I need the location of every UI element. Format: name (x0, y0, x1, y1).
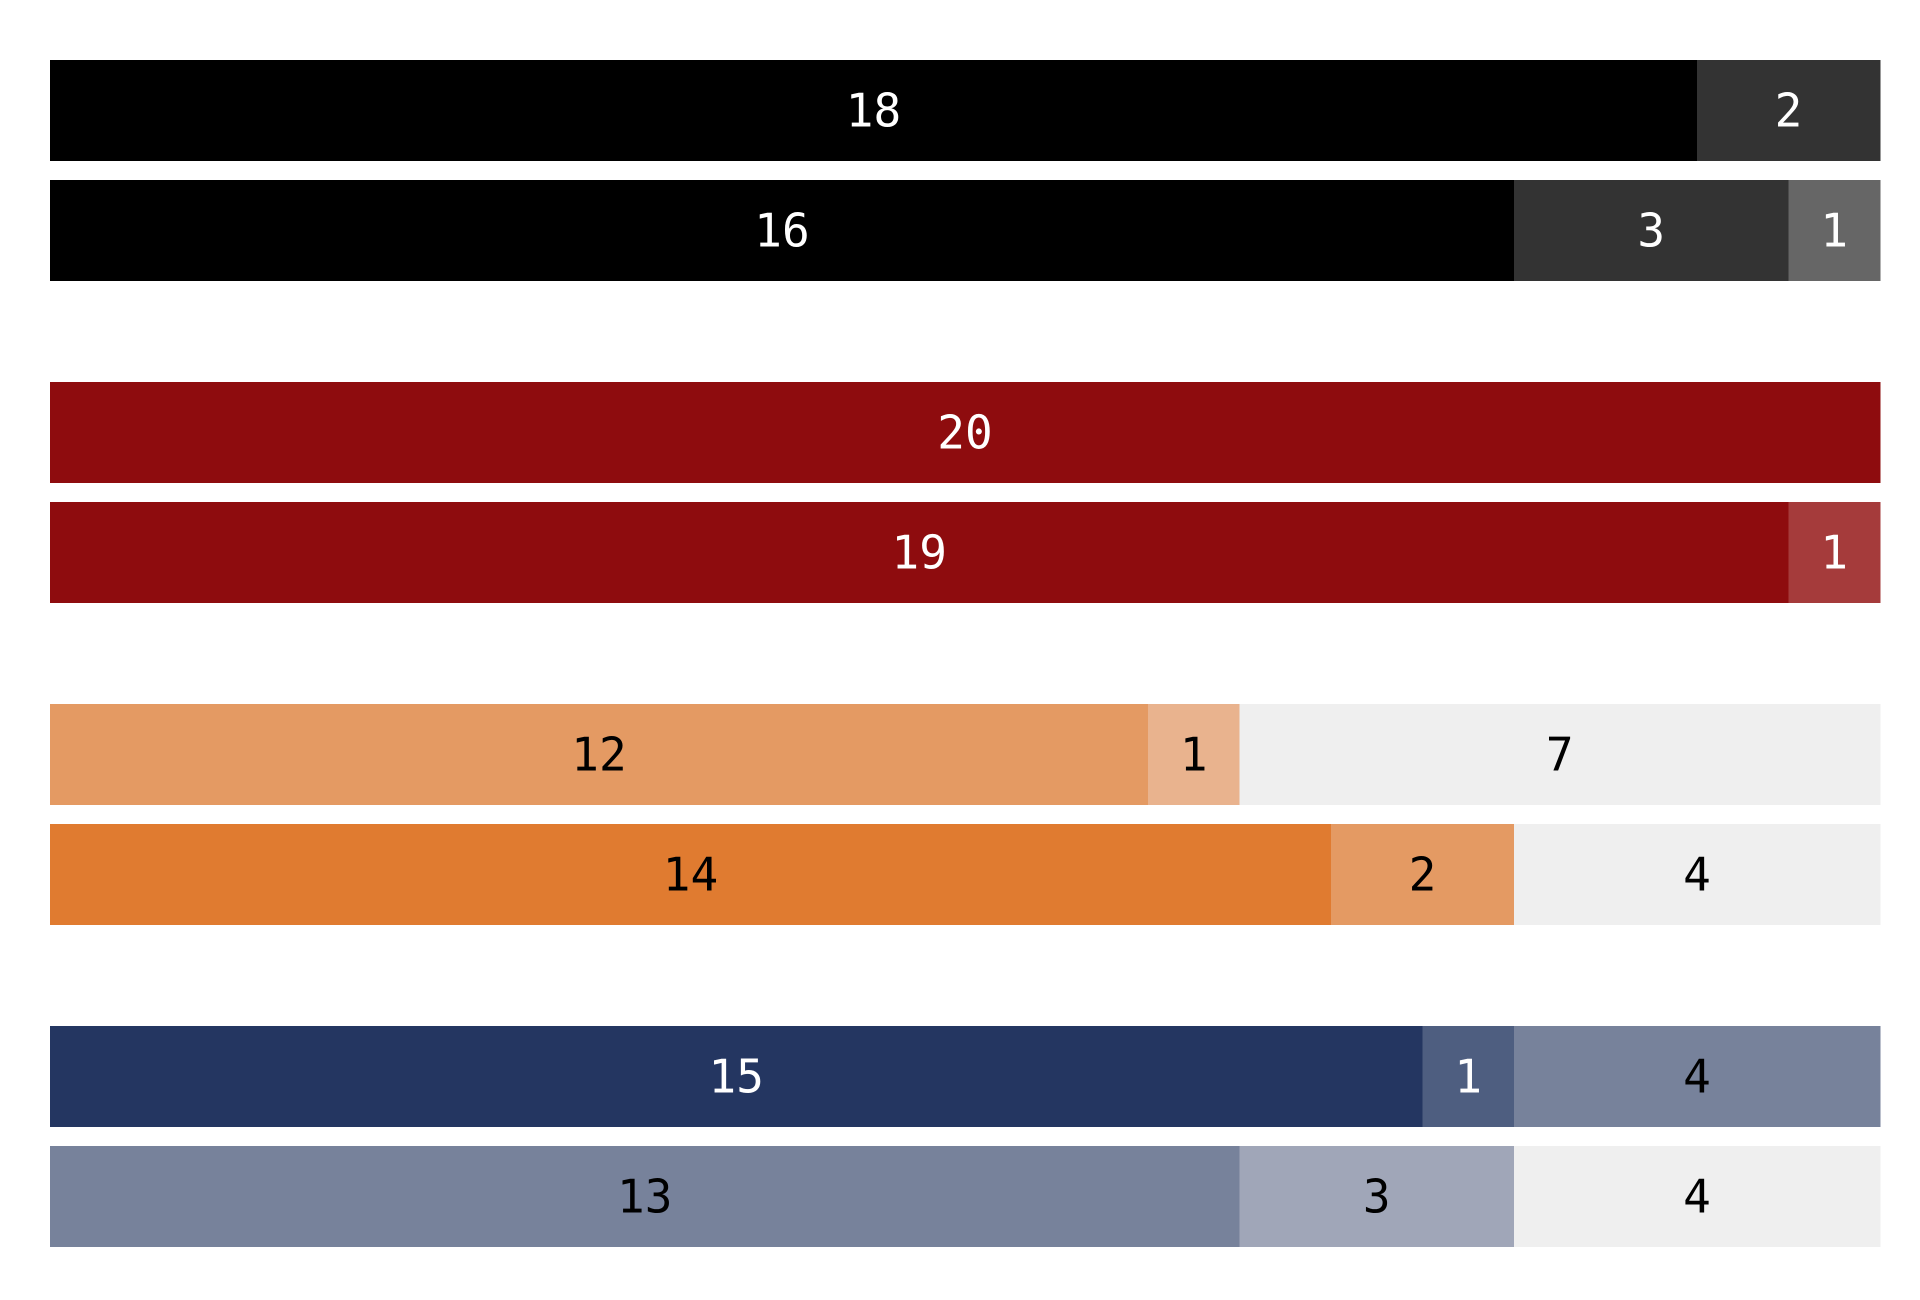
bar-segment-g1-r2-s1 (50, 180, 1515, 281)
bar-segment-g1-r1-s2 (1697, 60, 1881, 161)
bar-segment-g4-r2-s1 (50, 1146, 1240, 1247)
bar-segment-g2-r2-s1 (50, 502, 1789, 603)
bar-value-label-g3-r2-s1: 14 (663, 848, 718, 902)
bar-value-label-g3-r1-s1: 12 (571, 728, 626, 782)
bar-value-label-g2-r2-s2: 1 (1820, 526, 1848, 580)
bars-layer (50, 60, 1881, 1247)
bar-segment-g1-r2-s2 (1514, 180, 1789, 281)
bar-value-label-g1-r2-s3: 1 (1820, 204, 1848, 258)
bar-value-label-g4-r2-s2: 3 (1363, 1170, 1391, 1224)
bar-segment-g1-r1-s1 (50, 60, 1698, 161)
bar-segment-g4-r1-s3 (1514, 1026, 1881, 1127)
bar-segment-g3-r2-s1 (50, 824, 1332, 925)
bar-value-label-g1-r2-s1: 16 (754, 204, 809, 258)
bar-segment-g3-r1-s2 (1148, 704, 1240, 805)
bar-value-label-g2-r2-s1: 19 (892, 526, 947, 580)
bar-value-label-g4-r2-s1: 13 (617, 1170, 672, 1224)
bar-segment-g1-r2-s3 (1788, 180, 1881, 281)
bar-segment-g3-r1-s1 (50, 704, 1149, 805)
bar-value-label-g1-r1-s1: 18 (846, 84, 901, 138)
bar-value-label-g3-r2-s3: 4 (1683, 848, 1711, 902)
bar-value-label-g1-r1-s2: 2 (1775, 84, 1803, 138)
bar-segment-g4-r1-s1 (50, 1026, 1423, 1127)
bar-segment-g3-r1-s3 (1239, 704, 1881, 805)
bar-segment-g4-r2-s2 (1239, 1146, 1515, 1247)
bar-value-label-g2-r1-s1: 20 (937, 406, 992, 460)
bar-value-label-g4-r1-s1: 15 (709, 1050, 764, 1104)
bar-value-label-g3-r2-s2: 2 (1409, 848, 1437, 902)
bar-value-label-g4-r2-s3: 4 (1683, 1170, 1711, 1224)
bar-segment-g4-r2-s3 (1514, 1146, 1881, 1247)
bar-value-label-g3-r1-s3: 7 (1546, 728, 1574, 782)
bar-segment-g2-r1-s1 (50, 382, 1881, 483)
bar-segment-g3-r2-s2 (1331, 824, 1515, 925)
bar-segment-g2-r2-s2 (1788, 502, 1881, 603)
bar-segment-g3-r2-s3 (1514, 824, 1881, 925)
bar-segment-g4-r1-s2 (1422, 1026, 1515, 1127)
bar-value-label-g1-r2-s2: 3 (1637, 204, 1665, 258)
bar-value-label-g3-r1-s2: 1 (1180, 728, 1208, 782)
bar-value-label-g4-r1-s2: 1 (1454, 1050, 1482, 1104)
bar-value-label-g4-r1-s3: 4 (1683, 1050, 1711, 1104)
